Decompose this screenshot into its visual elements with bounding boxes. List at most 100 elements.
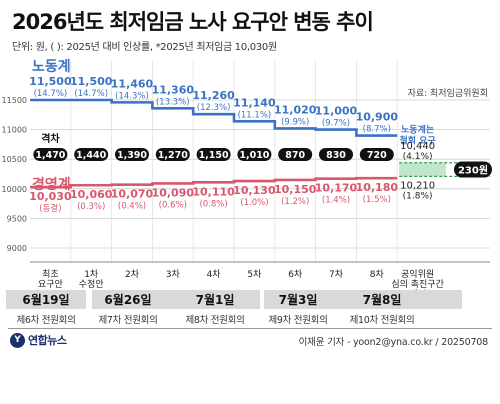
category-label: 수정안 xyxy=(79,279,104,290)
gap-value: 1,390 xyxy=(117,150,147,161)
category-label: 7차 xyxy=(329,268,344,280)
mgmt-rate-label: (0.8%) xyxy=(199,199,227,209)
labor-value-label: 10,900 xyxy=(356,111,399,124)
page-title: 2026년도 최저임금 노사 요구안 변동 추이 xyxy=(12,10,374,34)
subtitle: 단위: 원, ( ): 2025년 대비 인상률, *2025년 최저임금 10… xyxy=(12,42,277,53)
public-range-band xyxy=(399,162,446,177)
gap-title: 격차 xyxy=(41,132,60,145)
meeting-label: 제9차 전원회의 xyxy=(268,315,328,326)
mgmt-rate-label: (0.3%) xyxy=(77,202,105,212)
date-band xyxy=(178,290,260,309)
gap-pill xyxy=(359,148,394,161)
y-tick-label: 9000 xyxy=(7,244,27,253)
mgmt-value-label: 10,130 xyxy=(233,184,276,197)
mgmt-rate-label: (1.2%) xyxy=(281,197,309,207)
mgmt-value-label: 10,180 xyxy=(356,181,399,194)
mgmt-series-line xyxy=(30,176,398,189)
date-label: 7월1일 xyxy=(195,293,235,307)
gap-value: 870 xyxy=(285,150,305,161)
mgmt-rate-label: (동결) xyxy=(39,203,61,214)
mgmt-value-label: 10,170 xyxy=(315,182,358,195)
category-label: 6차 xyxy=(288,268,303,280)
y-tick-label: 11500 xyxy=(2,96,27,105)
mgmt-rate-label: (1.5%) xyxy=(363,195,391,205)
public-gap-pill xyxy=(454,161,492,178)
gap-value: 1,150 xyxy=(199,150,229,161)
labor-series-name: 노동계 xyxy=(32,59,71,75)
labor-rate-label: (9.9%) xyxy=(281,117,309,127)
category-label: 최초 xyxy=(42,269,59,280)
gap-value: 1,470 xyxy=(35,150,65,161)
mgmt-value-label: 10,110 xyxy=(192,185,235,198)
labor-rate-label: (13.3%) xyxy=(156,97,190,107)
labor-series-line xyxy=(30,98,398,137)
date-band xyxy=(342,290,462,309)
category-label: 4차 xyxy=(207,268,222,280)
public-lower-rate: (1.8%) xyxy=(403,191,433,201)
logo-text: 연합뉴스 xyxy=(28,334,67,347)
gap-pill xyxy=(155,148,190,161)
publisher-logo: Y 연합뉴스 xyxy=(10,332,67,348)
date-label: 7월8일 xyxy=(362,293,402,307)
logo-mark-icon: Y xyxy=(10,332,25,348)
labor-value-label: 11,020 xyxy=(274,103,317,116)
date-label: 6월26일 xyxy=(104,293,152,307)
date-band xyxy=(6,290,86,309)
mgmt-value-label: 10,070 xyxy=(111,188,154,201)
meeting-label: 제7차 전원회의 xyxy=(98,315,158,326)
category-label: 2차 xyxy=(125,268,140,280)
y-tick-label: 9500 xyxy=(7,214,27,223)
meeting-label: 제10차 전원회의 xyxy=(349,315,415,326)
mgmt-value-label: 10,090 xyxy=(152,186,195,199)
category-label: 공익위원 xyxy=(401,268,434,280)
footer-divider xyxy=(8,328,492,329)
public-lower-value: 10,210 xyxy=(400,180,435,191)
labor-value-label: 11,460 xyxy=(111,77,154,90)
credit-line: 이재윤 기자 - yoon2@yna.co.kr / 20250708 xyxy=(298,337,489,348)
gap-pill xyxy=(33,148,68,161)
date-band xyxy=(264,290,346,309)
gap-value: 1,010 xyxy=(239,150,269,161)
labor-rate-label: (14.7%) xyxy=(34,89,68,99)
gap-pill xyxy=(115,148,149,161)
gap-pill xyxy=(196,148,231,161)
labor-value-label: 11,260 xyxy=(192,89,235,102)
category-label: 1차 xyxy=(84,268,99,280)
category-label: 제시 xyxy=(409,289,426,290)
labor-value-label: 11,500 xyxy=(29,75,72,88)
labor-value-label: 11,000 xyxy=(315,105,358,118)
meeting-label: 제6차 전원회의 xyxy=(16,315,76,326)
mgmt-rate-label: (0.6%) xyxy=(159,200,187,210)
gap-value: 1,440 xyxy=(76,150,106,161)
labor-rate-label: (14.3%) xyxy=(115,91,149,101)
gap-value: 1,270 xyxy=(158,150,188,161)
mgmt-value-label: 10,030 xyxy=(29,190,72,203)
labor-annotation: 노동계는 xyxy=(401,124,434,136)
line-chart: 900095001000010500110001150011,500(14.7%… xyxy=(2,59,492,290)
date-label: 7월3일 xyxy=(278,293,318,307)
public-upper-value: 10,440 xyxy=(400,141,435,152)
meeting-label: 제8차 전원회의 xyxy=(185,315,245,326)
mgmt-series-name: 경영계 xyxy=(32,176,71,193)
labor-value-label: 11,360 xyxy=(152,83,195,96)
category-label: 8차 xyxy=(370,268,385,280)
gap-value: 830 xyxy=(326,150,346,161)
y-tick-label: 10500 xyxy=(2,155,27,164)
labor-rate-label: (12.3%) xyxy=(197,103,231,113)
y-tick-label: 11000 xyxy=(2,126,27,135)
gap-pill xyxy=(278,148,313,161)
labor-value-label: 11,140 xyxy=(233,96,276,109)
labor-annotation: 철회 요구 xyxy=(399,135,435,147)
category-label: 3차 xyxy=(166,268,181,280)
source-note: 자료: 최저임금위원회 xyxy=(408,87,488,99)
labor-rate-label: (14.7%) xyxy=(74,89,108,99)
labor-rate-label: (8.7%) xyxy=(363,125,391,135)
gap-pill xyxy=(237,148,272,161)
meeting-dates: 6월19일 6월26일 7월1일 7월3일 7월8일 제6차 전원회의 제7차 … xyxy=(6,290,494,326)
date-band xyxy=(92,290,180,309)
gap-pill xyxy=(319,148,353,161)
mgmt-rate-label: (0.4%) xyxy=(118,202,146,212)
category-label: 요구안 xyxy=(38,279,63,290)
gap-pill xyxy=(74,148,109,161)
labor-rate-label: (9.7%) xyxy=(322,119,350,129)
